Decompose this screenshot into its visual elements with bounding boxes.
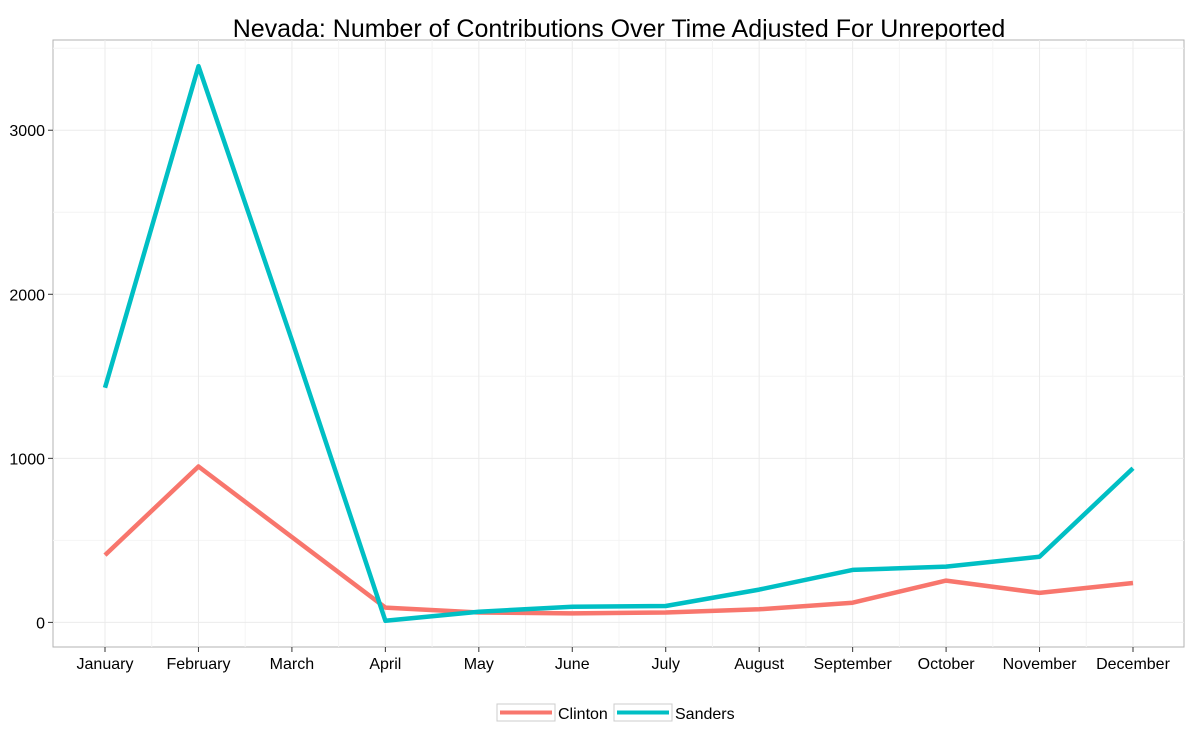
y-tick-label: 0 — [36, 615, 45, 632]
series-lines — [102, 63, 1135, 624]
x-tick-label: May — [464, 656, 494, 673]
legend: Clinton Sanders — [496, 703, 735, 723]
series-line-sanders — [102, 63, 1135, 624]
x-tick-label: August — [734, 656, 784, 673]
y-tick-label: 2000 — [9, 287, 45, 304]
x-tick-label: December — [1096, 656, 1170, 673]
x-tick-label: February — [166, 656, 230, 673]
axis-ticks: January February March April May June July Augu… — [9, 123, 1170, 673]
gridlines — [53, 40, 1184, 647]
x-tick-label: June — [555, 656, 590, 673]
x-tick-label: January — [77, 656, 134, 673]
chart-title: Nevada: Number of Contributions Over Tim… — [233, 15, 1006, 43]
x-tick-label: October — [918, 656, 976, 673]
x-tick-label: September — [814, 656, 893, 673]
x-tick-label: November — [1003, 656, 1077, 673]
x-tick-label: July — [652, 656, 680, 673]
legend-label-sanders: Sanders — [675, 706, 735, 723]
x-tick-label: April — [369, 656, 401, 673]
legend-label-clinton: Clinton — [558, 706, 608, 723]
y-tick-label: 1000 — [9, 451, 45, 468]
y-tick-label: 3000 — [9, 123, 45, 140]
series-line-clinton — [103, 464, 1134, 616]
x-tick-label: March — [270, 656, 314, 673]
